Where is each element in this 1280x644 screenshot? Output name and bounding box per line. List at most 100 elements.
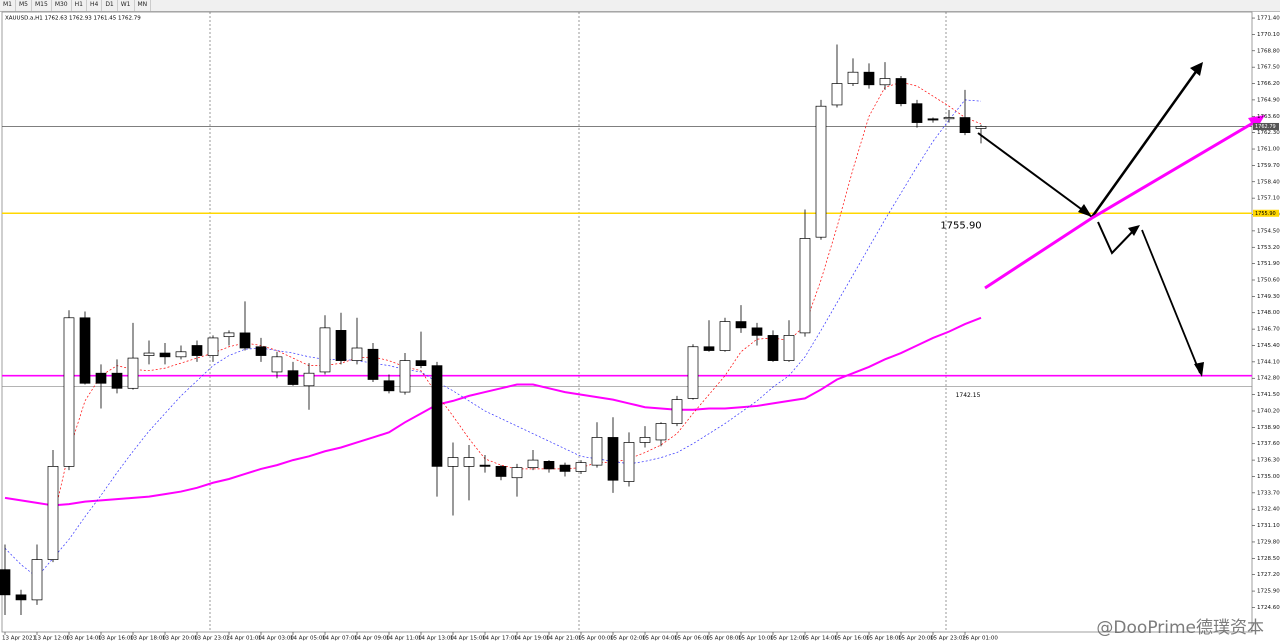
x-tick-label: 16 Apr 01:00 (962, 636, 998, 642)
candle-body (719, 321, 731, 351)
y-tick-label: 1766.20 (1257, 81, 1280, 87)
candle-body (31, 559, 43, 601)
x-tick-label: 13 Apr 23:02 (194, 636, 230, 642)
candle-body (799, 238, 811, 334)
y-tick-label: 1768.80 (1257, 48, 1280, 54)
timeframe-button[interactable]: M30 (52, 0, 72, 11)
candle-body (207, 337, 219, 356)
x-tick-label: 14 Apr 17:00 (482, 636, 518, 642)
candle-body (639, 437, 651, 443)
candle-body (399, 360, 411, 393)
x-tick-label: 15 Apr 20:00 (898, 636, 934, 642)
y-tick-label: 1731.10 (1257, 523, 1280, 529)
x-tick-label: 15 Apr 18:00 (866, 636, 902, 642)
y-tick-label: 1761.00 (1257, 147, 1280, 153)
timeframe-toolbar: M1 M5 M15 M30 H1 H4 D1 W1 MN (0, 0, 1280, 12)
y-tick-label: 1728.50 (1257, 556, 1280, 562)
timeframe-button[interactable]: D1 (102, 0, 118, 11)
candle-body (239, 332, 251, 349)
y-tick-label: 1753.20 (1257, 245, 1280, 251)
y-tick-label: 1744.10 (1257, 359, 1280, 365)
x-tick-label: 14 Apr 07:00 (322, 636, 358, 642)
candle-body (111, 372, 123, 389)
level-label: 1742.15 (956, 392, 981, 399)
candle-body (383, 380, 395, 392)
candle-body (767, 335, 779, 361)
x-tick-label: 13 Apr 18:00 (130, 636, 166, 642)
candle-body (927, 118, 939, 121)
x-tick-label: 15 Apr 12:00 (770, 636, 806, 642)
candle-body (255, 346, 267, 356)
y-tick-label: 1750.60 (1257, 277, 1280, 283)
x-tick-label: 14 Apr 21:00 (546, 636, 582, 642)
forecast-ma-arrow (984, 118, 1259, 290)
y-tick-label: 1758.40 (1257, 179, 1280, 185)
y-tick-label: 1754.50 (1257, 228, 1280, 234)
y-tick-label: 1742.80 (1257, 376, 1280, 382)
forecast-drawing (977, 62, 1265, 377)
candle-body (271, 356, 283, 373)
level-label: 1755.90 (940, 220, 981, 231)
y-tick-label: 1725.90 (1257, 589, 1280, 595)
price-tag-label: 1762.79 (1255, 124, 1276, 130)
forecast-arrow (1090, 65, 1202, 218)
timeframe-button[interactable]: M15 (32, 0, 52, 11)
candle-body (0, 569, 11, 596)
y-tick-label: 1740.20 (1257, 408, 1280, 414)
candle-body (543, 461, 555, 470)
price-tag-label: 1755.90 (1255, 211, 1276, 217)
candle-body (783, 335, 795, 361)
timeframe-button[interactable]: H1 (72, 0, 87, 11)
candle-body (703, 346, 715, 351)
y-tick-label: 1732.40 (1257, 507, 1280, 513)
timeframe-button[interactable]: M5 (16, 0, 32, 11)
y-tick-label: 1746.70 (1257, 327, 1280, 333)
candle-body (671, 399, 683, 424)
moving-average (52, 81, 982, 521)
y-tick-label: 1745.40 (1257, 343, 1280, 349)
candle-body (895, 78, 907, 105)
candle-body (95, 372, 107, 384)
watermark: @DooPrime德璞资本 (1096, 618, 1264, 638)
x-tick-label: 14 Apr 13:00 (418, 636, 454, 642)
candle-body (735, 321, 747, 329)
candle-body (975, 126, 987, 129)
candle-body (591, 437, 603, 466)
moving-average (4, 316, 982, 507)
arrow-head (1194, 362, 1204, 377)
candle-body (863, 71, 875, 86)
candle-body (47, 466, 59, 560)
candle-body (655, 423, 667, 441)
candle-body (287, 370, 299, 385)
x-tick-label: 15 Apr 23:02 (930, 636, 966, 642)
timeframe-button[interactable]: MN (135, 0, 152, 11)
candle-body (607, 437, 619, 481)
x-tick-label: 15 Apr 10:00 (738, 636, 774, 642)
candle-body (351, 347, 363, 361)
candle-body (175, 351, 187, 358)
x-tick-label: 13 Apr 20:00 (162, 636, 198, 642)
candle-body (463, 457, 475, 467)
candle-body (511, 467, 523, 479)
candle-body (143, 352, 155, 356)
y-tick-label: 1729.80 (1257, 539, 1280, 545)
candle-body (527, 459, 539, 468)
candle-body (559, 464, 571, 472)
x-tick-label: 14 Apr 15:00 (450, 636, 486, 642)
candle-body (575, 462, 587, 472)
y-tick-label: 1751.90 (1257, 261, 1280, 267)
timeframe-button[interactable]: M1 (0, 0, 16, 11)
candle-body (943, 117, 955, 120)
x-tick-label: 14 Apr 01:00 (226, 636, 262, 642)
timeframe-button[interactable]: W1 (118, 0, 135, 11)
x-tick-label: 13 Apr 14:00 (66, 636, 102, 642)
x-tick-label: 13 Apr 2021 (2, 636, 36, 642)
x-tick-label: 14 Apr 05:00 (290, 636, 326, 642)
forecast-arrow (1097, 221, 1137, 255)
plot-frame (1, 11, 1253, 633)
timeframe-button[interactable]: H4 (87, 0, 103, 11)
candle-body (479, 464, 491, 467)
y-tick-label: 1738.90 (1257, 425, 1280, 431)
